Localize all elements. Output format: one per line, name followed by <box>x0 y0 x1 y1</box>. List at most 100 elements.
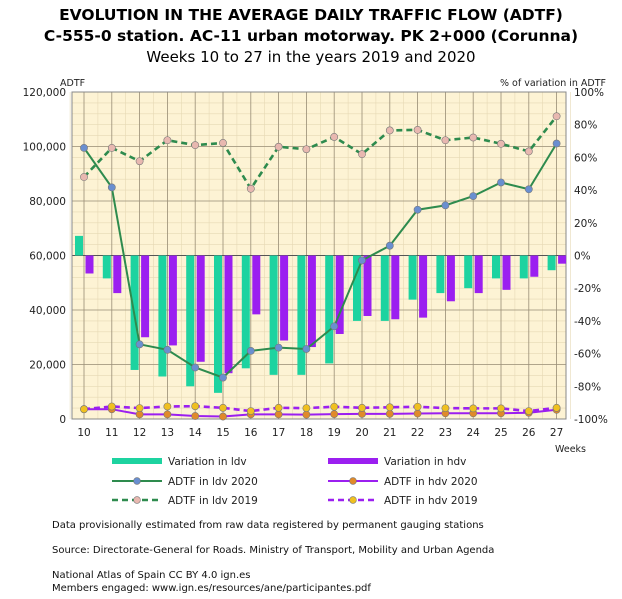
data-point <box>107 183 116 192</box>
x-tick-label: 25 <box>494 427 507 439</box>
data-point <box>246 346 255 355</box>
line-series <box>83 142 558 379</box>
data-point <box>358 150 366 159</box>
x-tick-label: 21 <box>383 427 396 439</box>
data-point <box>330 133 339 141</box>
legend-marker <box>133 496 141 504</box>
data-point <box>497 139 505 148</box>
x-axis-label: Weeks <box>555 444 586 455</box>
data-point <box>330 322 339 331</box>
data-point <box>413 409 422 418</box>
bar-hdv <box>280 255 289 341</box>
bar-hdv <box>85 255 94 274</box>
bar-ldv <box>353 255 361 321</box>
bar-hdv <box>335 255 344 334</box>
data-point <box>135 404 144 412</box>
legend-marker <box>349 477 357 485</box>
data-point <box>413 402 422 411</box>
data-point <box>219 403 227 412</box>
bar-hdv <box>474 255 483 294</box>
data-point <box>274 410 283 419</box>
bar-ldv <box>297 255 306 375</box>
bar-ldv <box>547 255 556 271</box>
data-point <box>302 145 311 154</box>
data-point <box>191 412 200 420</box>
data-point <box>497 178 505 187</box>
footer-source: Source: Directorate-General for Roads. M… <box>52 545 495 556</box>
x-tick-label: 18 <box>300 427 313 439</box>
bar-hdv <box>141 255 150 338</box>
data-point <box>330 410 339 418</box>
bar-hdv <box>224 255 233 374</box>
data-point <box>302 345 311 353</box>
line-series <box>83 115 558 192</box>
bar-hdv <box>558 255 567 264</box>
data-point <box>441 136 450 145</box>
data-point <box>219 412 227 421</box>
line-series <box>83 404 557 413</box>
data-point <box>441 201 450 210</box>
legend-marker <box>349 496 357 504</box>
legend-label: ADTF in hdv 2020 <box>384 476 478 488</box>
bar-ldv <box>492 255 500 279</box>
bar-ldv <box>214 255 222 393</box>
data-point <box>385 241 394 250</box>
bar-ldv <box>158 255 167 377</box>
x-tick-label: 15 <box>216 427 229 439</box>
data-point <box>524 407 533 415</box>
chart-subtitle-weeks: Weeks 10 to 27 in the years 2019 and 202… <box>146 48 476 66</box>
x-tick-label: 24 <box>467 427 481 439</box>
left-tick-label: 80,000 <box>29 196 66 208</box>
bar-hdv <box>252 255 261 315</box>
bar-hdv <box>419 255 428 318</box>
data-point <box>552 403 561 412</box>
left-axis-label: ADTF <box>60 78 85 89</box>
right-tick-label: 20% <box>574 218 597 230</box>
left-tick-label: 40,000 <box>29 305 66 317</box>
bar-hdv <box>446 255 455 302</box>
x-tick-label: 16 <box>244 427 258 439</box>
data-point <box>80 405 88 414</box>
bar-hdv <box>363 255 372 316</box>
right-tick-label: 0% <box>574 251 591 263</box>
x-tick-label: 12 <box>133 427 146 439</box>
data-point <box>135 157 144 166</box>
bar-ldv <box>325 255 334 364</box>
bar-hdv <box>307 255 316 348</box>
right-tick-label: -60% <box>574 349 601 361</box>
bar-ldv <box>186 255 195 387</box>
data-point <box>385 403 394 412</box>
data-point <box>107 402 116 411</box>
line-series <box>84 408 557 418</box>
right-tick-label: 100% <box>574 87 604 99</box>
data-point <box>246 407 255 415</box>
footer-members: Members engaged: www.ign.es/resources/an… <box>52 583 371 594</box>
data-point <box>274 142 283 151</box>
data-point <box>274 343 283 352</box>
right-tick-label: 40% <box>574 185 597 197</box>
bar-ldv <box>436 255 445 294</box>
left-tick-label: 100,000 <box>23 142 66 154</box>
data-point <box>191 363 200 372</box>
data-point <box>163 345 172 354</box>
data-point <box>469 192 478 200</box>
x-tick-label: 20 <box>355 427 368 439</box>
bar-hdv <box>196 255 205 362</box>
bar-ldv <box>519 255 528 279</box>
bar-ldv <box>75 235 83 256</box>
data-point <box>191 141 200 150</box>
x-tick-label: 11 <box>105 427 118 439</box>
x-tick-label: 27 <box>550 427 563 439</box>
data-point <box>524 185 533 194</box>
chart-subtitle-station: C-555-0 station. AC-11 urban motorway. P… <box>43 27 579 45</box>
right-tick-label: -100% <box>574 414 608 426</box>
data-point <box>358 403 366 412</box>
data-point <box>385 409 394 418</box>
data-point <box>469 404 478 413</box>
data-point <box>219 139 227 147</box>
data-point <box>552 139 561 148</box>
x-tick-label: 13 <box>161 427 174 439</box>
data-point <box>524 147 533 156</box>
legend-label: ADTF in ldv 2020 <box>168 476 258 488</box>
data-point <box>302 410 311 419</box>
